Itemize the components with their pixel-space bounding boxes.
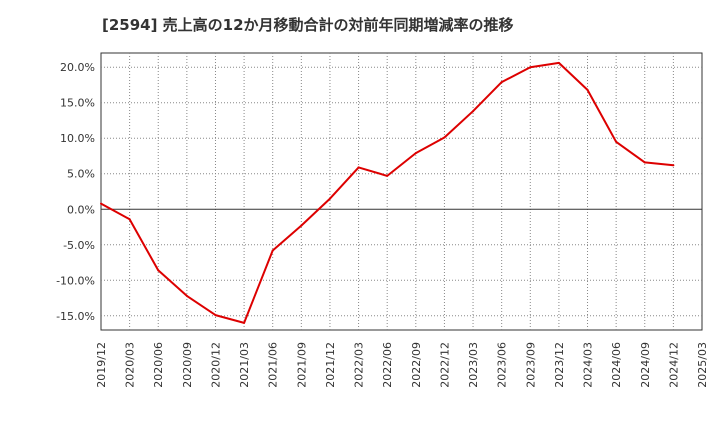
data-point (128, 218, 131, 221)
x-tick-label: 2023/09 (524, 342, 537, 388)
x-tick-label: 2023/06 (496, 342, 509, 388)
x-tick-label: 2022/03 (353, 342, 366, 388)
data-point (100, 202, 102, 205)
x-tick-label: 2020/03 (124, 342, 137, 388)
x-tick-label: 2022/12 (438, 342, 451, 388)
x-tick-label: 2022/09 (410, 342, 423, 388)
chart-title: [2594] 売上高の12か月移動合計の対前年同期増減率の推移 (102, 16, 514, 34)
x-axis-tick-labels: 2019/12 2020/03 2020/06 2020/09 2020/12 2021/… (95, 342, 709, 388)
data-point (414, 152, 417, 155)
x-tick-label: 2023/12 (553, 342, 566, 388)
x-tick-label: 2021/03 (238, 342, 251, 388)
series-group (100, 61, 675, 324)
data-point (643, 161, 646, 164)
x-tick-label: 2021/09 (295, 342, 308, 388)
data-point (214, 314, 217, 317)
x-tick-label: 2024/12 (667, 342, 680, 388)
data-point (157, 269, 160, 272)
x-tick-label: 2021/12 (324, 342, 337, 388)
data-point (328, 197, 331, 200)
data-point (271, 249, 274, 252)
data-point (357, 166, 360, 169)
data-point (586, 88, 589, 91)
horizontal-gridlines (101, 66, 702, 317)
x-tick-label: 2025/03 (696, 342, 709, 388)
data-point (500, 81, 503, 84)
data-point (386, 174, 389, 177)
data-point (185, 294, 188, 297)
y-tick-label: -10.0% (56, 274, 95, 287)
y-tick-label: 0.0% (67, 203, 95, 216)
data-point (557, 61, 560, 64)
x-tick-label: 2020/06 (152, 342, 165, 388)
plot-area (100, 52, 703, 331)
x-tick-label: 2024/06 (610, 342, 623, 388)
y-tick-label: 10.0% (60, 132, 95, 145)
y-tick-label: 15.0% (60, 97, 95, 110)
data-point (615, 140, 618, 143)
data-point (243, 321, 246, 324)
data-point (529, 66, 532, 69)
x-tick-label: 2019/12 (95, 342, 108, 388)
data-point (472, 110, 475, 113)
y-tick-label: -5.0% (63, 239, 95, 252)
data-point (300, 224, 303, 227)
data-point (672, 164, 675, 167)
data-point (443, 136, 446, 139)
x-tick-label: 2020/09 (181, 342, 194, 388)
y-axis-tick-labels: -15.0% -10.0% -5.0% 0.0% 5.0% 10.0% 15.0% 20.0% (56, 61, 95, 323)
x-tick-label: 2024/09 (639, 342, 652, 388)
y-tick-label: -15.0% (56, 310, 95, 323)
x-tick-label: 2022/06 (381, 342, 394, 388)
x-tick-label: 2023/03 (467, 342, 480, 388)
x-tick-label: 2020/12 (209, 342, 222, 388)
vertical-gridlines (129, 53, 674, 330)
x-tick-label: 2021/06 (267, 342, 280, 388)
y-tick-label: 20.0% (60, 61, 95, 74)
x-tick-label: 2024/03 (582, 342, 595, 388)
y-tick-label: 5.0% (67, 168, 95, 181)
